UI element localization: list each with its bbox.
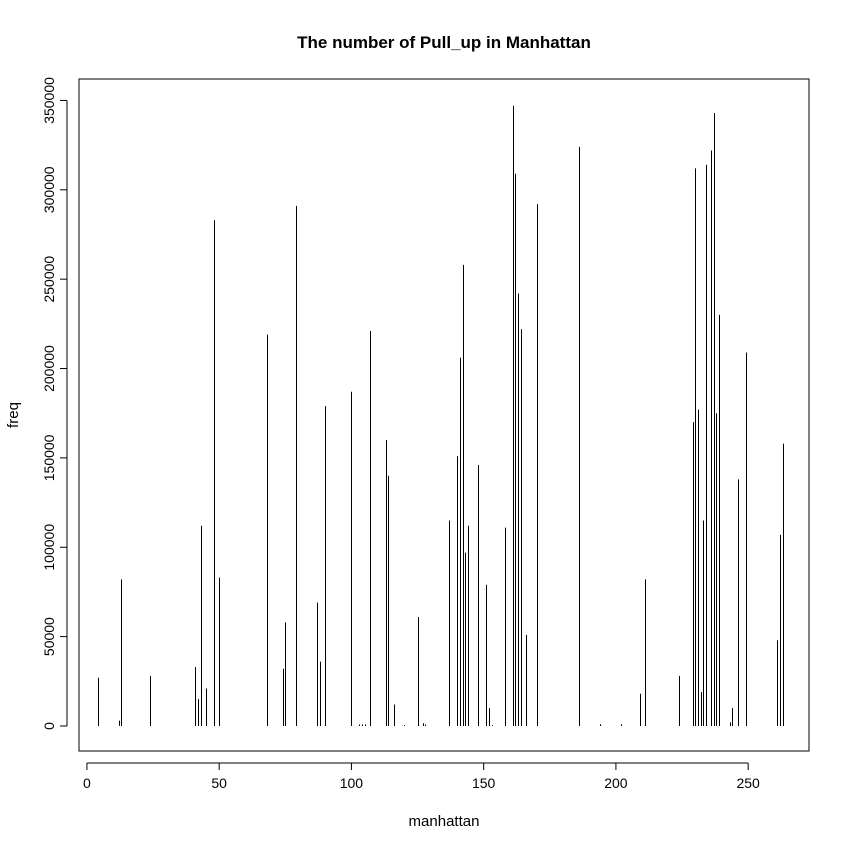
y-axis: 0 50000 100000 150000 200000 250000 300000 3500… xyxy=(41,77,68,730)
x-axis: 0 50 100 150 200 250 xyxy=(83,762,760,791)
y-tick-label: 0 xyxy=(41,722,57,730)
y-tick-label: 300000 xyxy=(41,166,57,213)
y-tick-label: 100000 xyxy=(41,524,57,571)
x-tick-label: 0 xyxy=(83,775,91,791)
x-tick-label: 100 xyxy=(340,775,364,791)
y-axis-label: freq xyxy=(5,402,22,428)
chart-title: The number of Pull_up in Manhattan xyxy=(297,33,591,52)
y-tick-label: 350000 xyxy=(41,77,57,124)
plot-area-border xyxy=(78,78,810,752)
y-tick-label: 250000 xyxy=(41,256,57,303)
y-tick-label: 150000 xyxy=(41,434,57,481)
bars xyxy=(98,105,784,726)
x-tick-label: 150 xyxy=(472,775,496,791)
x-tick-label: 50 xyxy=(211,775,227,791)
x-tick-label: 200 xyxy=(604,775,628,791)
x-tick-label: 250 xyxy=(736,775,760,791)
y-tick-label: 50000 xyxy=(41,617,57,656)
x-axis-label: manhattan xyxy=(409,813,480,830)
y-tick-label: 200000 xyxy=(41,345,57,392)
